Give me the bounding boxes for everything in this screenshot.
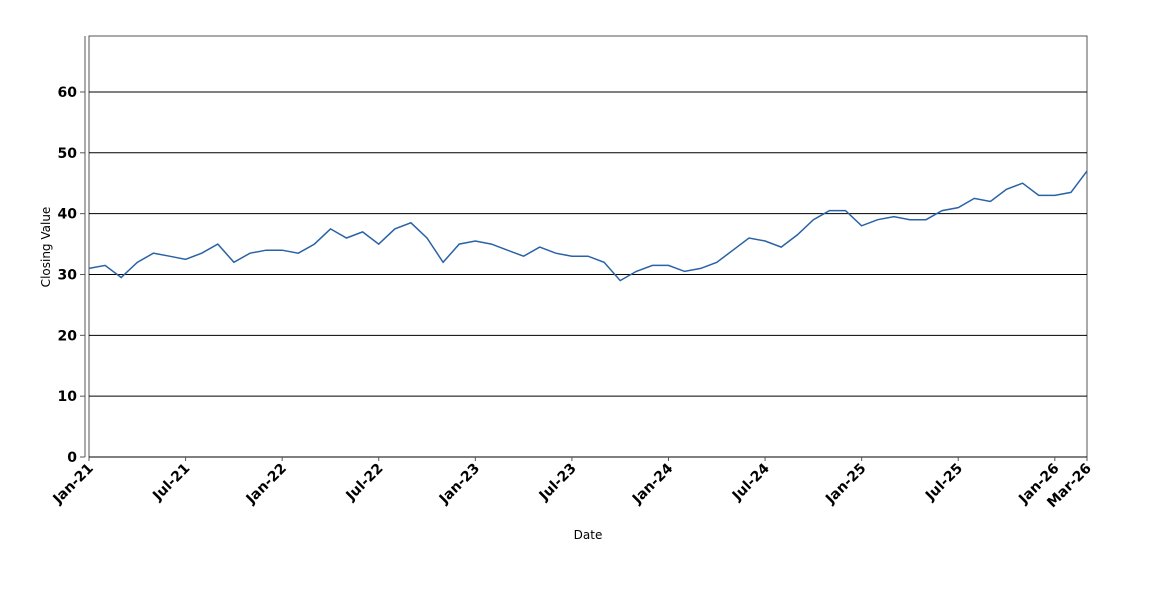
x-tick-label: Jan-21 — [50, 461, 97, 508]
y-tick-label: 0 — [67, 450, 77, 466]
y-tick-label: 40 — [58, 207, 78, 223]
line — [88, 170, 1088, 282]
x-tick-label: Jan-24 — [629, 460, 676, 507]
x-tick-label: Jul-24 — [729, 460, 773, 504]
x-tick-label: Jul-21 — [149, 461, 193, 505]
x-axis-label: Date — [574, 528, 603, 542]
x-tick-label: Jan-22 — [243, 461, 290, 508]
x-tick-label: Jul-22 — [343, 461, 387, 505]
x-tick-label: Jul-25 — [922, 461, 966, 505]
y-tick-label: 30 — [58, 267, 78, 283]
x-tick-label: Jan-25 — [822, 461, 869, 508]
y-tick-label: 60 — [58, 85, 78, 101]
y-axis-label: Closing Value — [39, 207, 53, 288]
x-tick-label: Jul-23 — [536, 461, 580, 505]
y-tick-label: 50 — [58, 146, 78, 162]
y-tick-label: 10 — [58, 389, 78, 405]
y-tick-label: 20 — [58, 328, 78, 344]
plot-area — [88, 35, 1088, 458]
x-tick-label: Jan-23 — [436, 461, 483, 508]
